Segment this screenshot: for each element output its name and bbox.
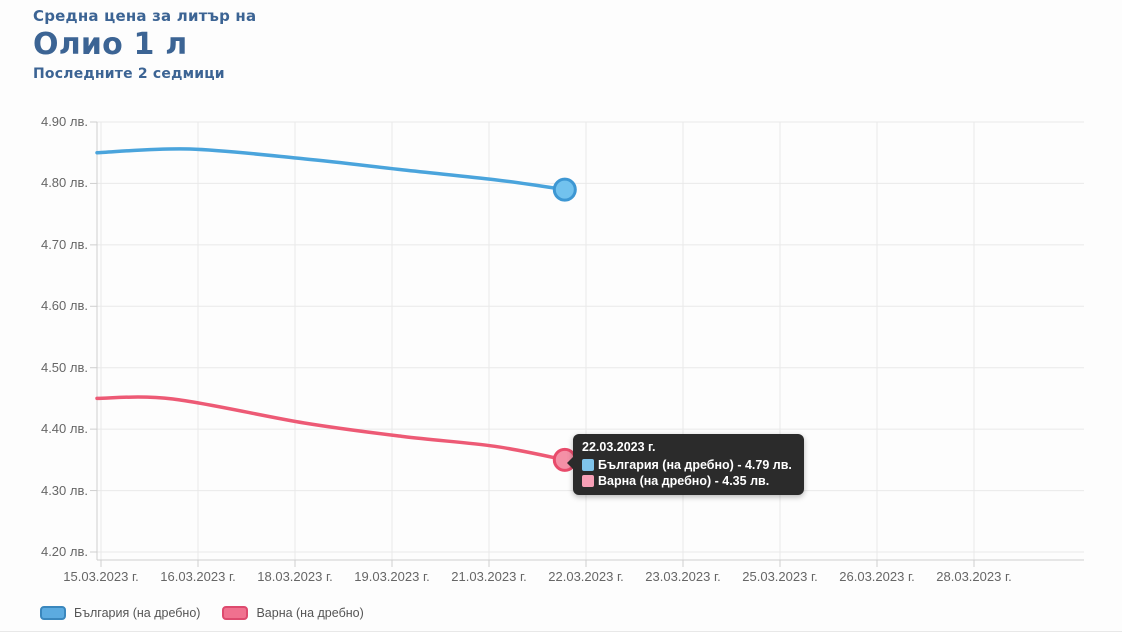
- series-end-marker[interactable]: [552, 177, 577, 202]
- tooltip-row: Варна (на дребно) - 4.35 лв.: [582, 474, 792, 488]
- chart-tooltip: 22.03.2023 г. България (на дребно) - 4.7…: [567, 434, 804, 495]
- x-axis-tick-label: 23.03.2023 г.: [645, 569, 721, 584]
- x-axis-tick-label: 25.03.2023 г.: [742, 569, 818, 584]
- tooltip-series-swatch: [582, 459, 594, 471]
- chart-header: Средна цена за литър на Олио 1 л Последн…: [33, 7, 256, 82]
- x-axis-tick-label: 28.03.2023 г.: [936, 569, 1012, 584]
- tooltip-row-text: Варна (на дребно) - 4.35 лв.: [598, 474, 770, 488]
- x-axis-tick-label: 15.03.2023 г.: [63, 569, 139, 584]
- y-axis-tick-label: 4.20 лв.: [40, 544, 88, 559]
- y-axis-tick-label: 4.50 лв.: [40, 359, 88, 375]
- page-title: Олио 1 л: [33, 27, 188, 62]
- legend-label: Варна (на дребно): [256, 606, 364, 620]
- legend-swatch: [222, 606, 249, 620]
- chart-supertitle: Средна цена за литър на: [33, 7, 257, 25]
- tooltip-date: 22.03.2023 г.: [582, 440, 656, 454]
- y-axis-tick-label: 4.40 лв.: [40, 421, 88, 437]
- x-axis-tick-label: 22.03.2023 г.: [548, 569, 624, 584]
- tooltip-rows: България (на дребно) - 4.79 лв. Варна (на…: [582, 458, 792, 488]
- legend-item[interactable]: България (на дребно): [40, 606, 200, 620]
- x-axis-tick-label: 19.03.2023 г.: [354, 569, 430, 584]
- y-axis-tick-label: 4.30 лв.: [40, 482, 88, 498]
- y-axis-tick-label: 4.70 лв.: [40, 236, 88, 252]
- tooltip-row-text: България (на дребно) - 4.79 лв.: [598, 458, 792, 472]
- legend-item[interactable]: Варна (на дребно): [222, 606, 364, 620]
- legend-swatch: [40, 606, 66, 620]
- series-line: [95, 147, 567, 192]
- x-axis-tick-label: 16.03.2023 г.: [160, 569, 236, 584]
- chart-subtitle: Последните 2 седмици: [33, 66, 225, 82]
- legend-label: България (на дребно): [74, 606, 201, 620]
- x-axis-tick-label: 18.03.2023 г.: [257, 569, 333, 584]
- tooltip-row: България (на дребно) - 4.79 лв.: [582, 458, 792, 472]
- tooltip-series-swatch: [582, 475, 594, 487]
- x-axis-tick-label: 21.03.2023 г.: [451, 569, 527, 584]
- y-axis-tick-label: 4.90 лв.: [40, 114, 88, 129]
- series-line: [95, 395, 567, 462]
- y-axis-tick-label: 4.60 лв.: [40, 298, 88, 314]
- y-axis-tick-label: 4.80 лв.: [40, 175, 88, 191]
- tooltip-arrow-icon: [567, 457, 573, 469]
- chart-legend: България (на дребно) Варна (на дребно): [40, 606, 364, 620]
- x-axis-tick-label: 26.03.2023 г.: [839, 569, 915, 584]
